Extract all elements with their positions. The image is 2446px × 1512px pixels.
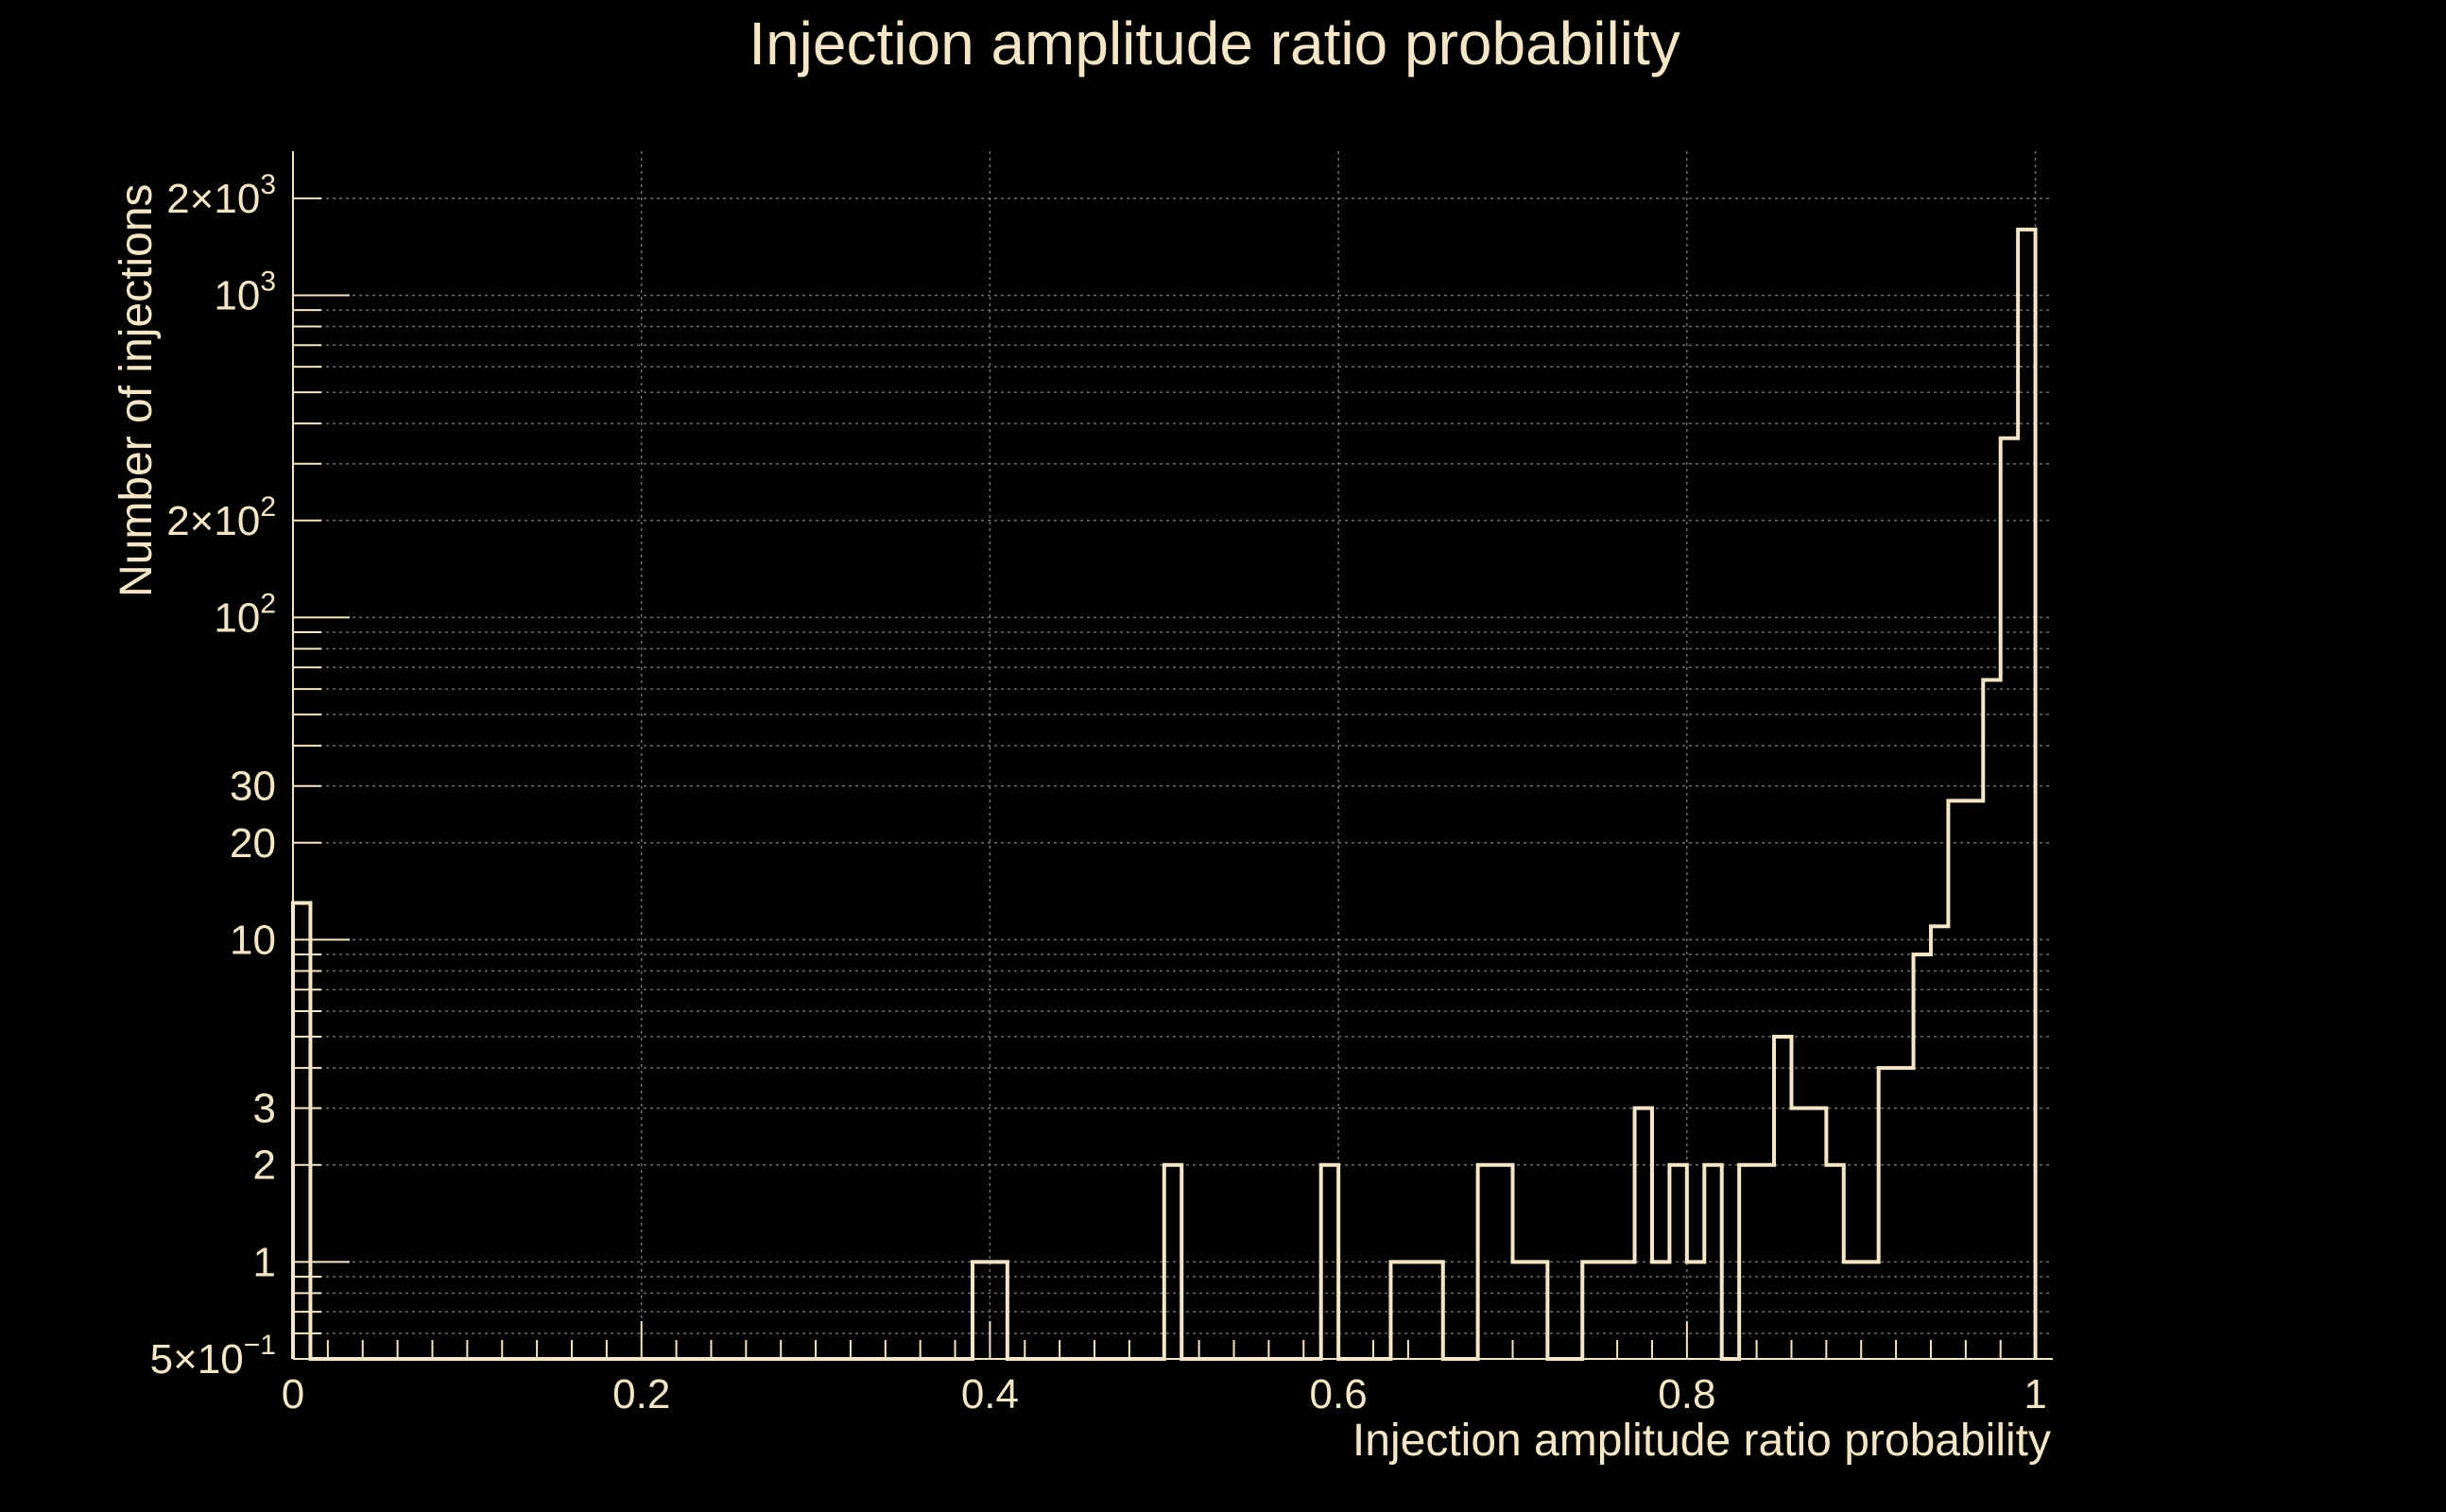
histogram-bin: [973, 1262, 990, 1359]
histogram-bin: [1966, 800, 1983, 1359]
y-tick-labels: 5×10−1 1 2 3 10 20 30 102 2×102 103 2×103: [150, 169, 276, 1383]
histogram-bin: [1687, 1262, 1704, 1359]
histogram-bin: [1931, 926, 1948, 1359]
x-tick-labels: 0 0.2 0.4 0.6 0.8 1: [282, 1371, 2047, 1418]
x-tick-label: 1: [2024, 1371, 2046, 1418]
histogram-bin: [1844, 1262, 1861, 1359]
histogram-bin: [1739, 1165, 1756, 1359]
histogram-bin: [1948, 800, 1965, 1359]
histogram-bin: [2001, 438, 2018, 1359]
histogram-bin: [1652, 1262, 1669, 1359]
histogram-bin: [1425, 1262, 1442, 1359]
y-tick-label: 10: [230, 917, 276, 963]
histogram-bin: [1757, 1165, 1774, 1359]
x-tick-label: 0.2: [612, 1371, 670, 1418]
histogram-bin: [1617, 1262, 1634, 1359]
histogram-bin: [1791, 1108, 1808, 1359]
x-tick-label: 0.8: [1658, 1371, 1715, 1418]
histogram-bin: [1512, 1262, 1529, 1359]
x-tick-label: 0.4: [961, 1371, 1019, 1418]
histogram-bin: [1826, 1165, 1843, 1359]
histogram-bin: [1879, 1068, 1896, 1359]
y-tick-label: 2: [253, 1143, 276, 1189]
histogram-bin: [1704, 1165, 1721, 1359]
histogram-bin: [1861, 1262, 1878, 1359]
y-axis-label: Number of injections: [112, 183, 162, 597]
histogram-bin: [1321, 1165, 1338, 1359]
histogram-bin: [1408, 1262, 1425, 1359]
histogram-bin: [1530, 1262, 1547, 1359]
y-tick-label: 103: [214, 266, 276, 318]
y-tick-label: 30: [230, 764, 276, 810]
histogram-outline: [291, 227, 2038, 1361]
histogram-bin: [1809, 1108, 1826, 1359]
histogram-bin: [990, 1262, 1007, 1359]
y-tick-label: 3: [253, 1086, 276, 1132]
y-tick-label: 2×103: [166, 169, 276, 222]
histogram-bin: [2018, 230, 2035, 1359]
histogram-bin: [1983, 680, 2000, 1359]
histogram-bin: [293, 903, 310, 1359]
y-tick-label: 5×10−1: [150, 1330, 276, 1383]
chart-title: Injection amplitude ratio probability: [749, 9, 1679, 77]
histogram-bin: [1600, 1262, 1617, 1359]
y-tick-label: 2×102: [166, 491, 276, 544]
histogram-bin: [1582, 1262, 1599, 1359]
x-tick-label: 0.6: [1310, 1371, 1368, 1418]
histogram-bin: [1390, 1262, 1407, 1359]
y-tick-label: 1: [253, 1239, 276, 1285]
y-tick-label: 20: [230, 820, 276, 867]
histogram-bin: [1774, 1037, 1791, 1359]
histogram-bin: [1495, 1165, 1512, 1359]
histogram-bin: [1896, 1068, 1913, 1359]
histogram-bin: [1478, 1165, 1495, 1359]
histogram-bin: [1669, 1165, 1686, 1359]
histogram-bin: [1635, 1108, 1652, 1359]
histogram-bin: [1164, 1165, 1181, 1359]
histogram-bin: [1914, 954, 1931, 1359]
x-tick-label: 0: [282, 1371, 304, 1418]
x-axis-label: Injection amplitude ratio probability: [1352, 1416, 2051, 1466]
y-tick-label: 102: [214, 588, 276, 641]
